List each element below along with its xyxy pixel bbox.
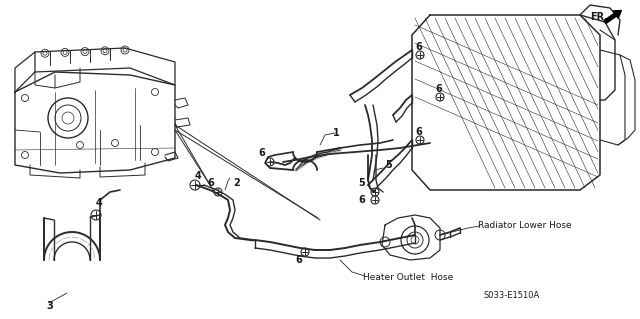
Text: 6: 6 xyxy=(207,178,214,188)
Text: Heater Outlet  Hose: Heater Outlet Hose xyxy=(363,273,453,283)
FancyArrow shape xyxy=(604,11,621,23)
Text: 3: 3 xyxy=(46,301,52,311)
Text: 2: 2 xyxy=(233,178,240,188)
Text: Radiator Lower Hose: Radiator Lower Hose xyxy=(478,221,572,231)
Text: 6: 6 xyxy=(435,84,442,94)
Text: 6: 6 xyxy=(415,42,422,52)
Text: 6: 6 xyxy=(358,195,365,205)
Text: 4: 4 xyxy=(96,198,103,208)
Text: 5: 5 xyxy=(358,178,365,188)
Text: S033-E1510A: S033-E1510A xyxy=(483,291,540,300)
Text: 6: 6 xyxy=(295,255,301,265)
Text: 4: 4 xyxy=(195,171,202,181)
Text: 6: 6 xyxy=(258,148,265,158)
Text: 6: 6 xyxy=(415,127,422,137)
Text: 5: 5 xyxy=(385,160,392,170)
Text: 1: 1 xyxy=(333,128,340,138)
Text: FR.: FR. xyxy=(590,12,608,22)
